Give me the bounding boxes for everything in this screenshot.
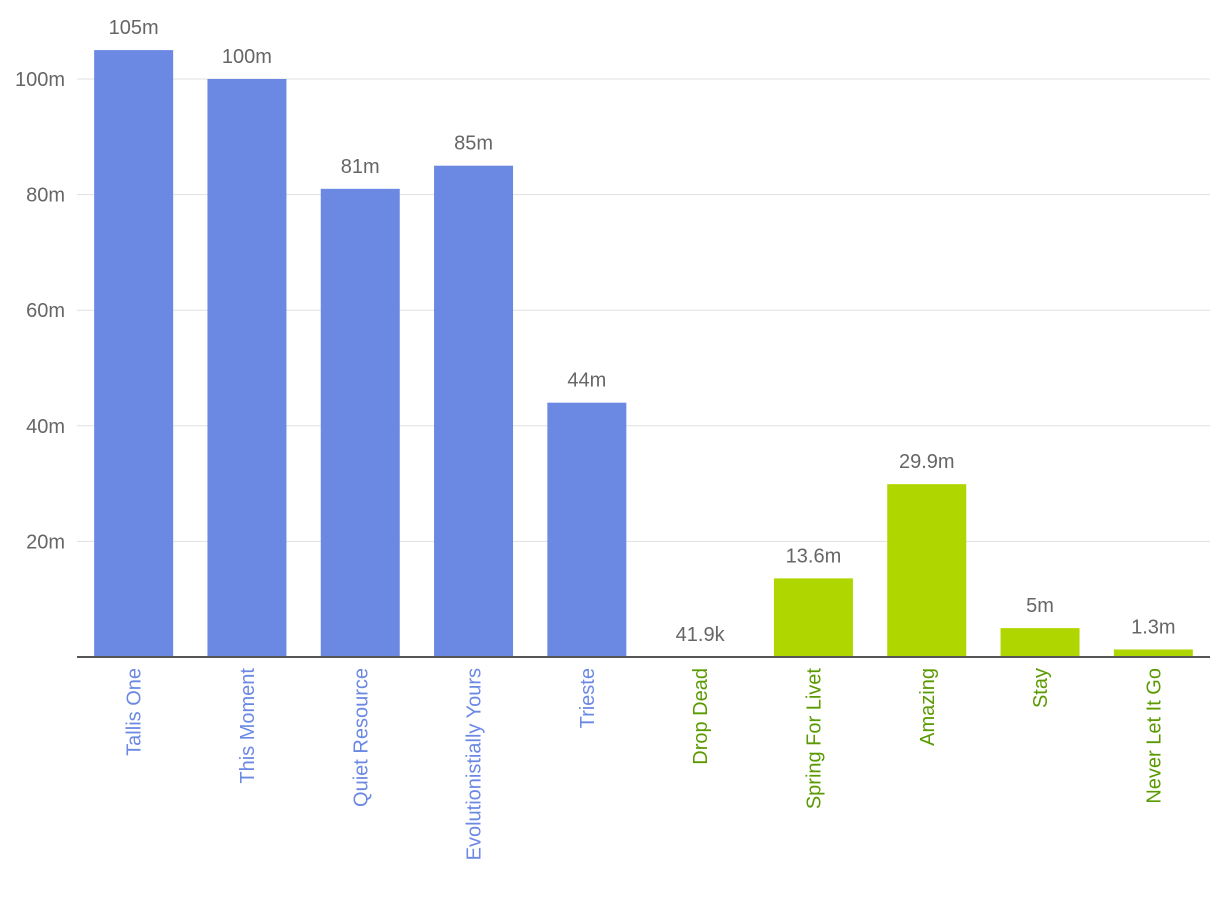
category-label: Evolutionistially Yours (464, 668, 486, 860)
data-label: 5m (1026, 595, 1054, 617)
y-tick-label: 20m (26, 531, 65, 553)
y-tick-label: 100m (15, 69, 65, 91)
category-label: Spring For Livet (803, 668, 825, 810)
category-label: Drop Dead (690, 668, 712, 765)
y-tick-label: 60m (26, 300, 65, 322)
category-labels: Tallis One This Moment Quiet Resource Evolu… (124, 668, 1166, 861)
bar (1113, 649, 1193, 657)
data-label: 44m (567, 370, 606, 392)
data-label: 85m (454, 133, 493, 155)
data-label: 13.6m (786, 545, 842, 567)
category-label: Trieste (577, 668, 599, 728)
bar (1000, 628, 1080, 657)
category-label: Tallis One (124, 668, 146, 756)
bars (94, 50, 1193, 658)
y-tick-label: 40m (26, 416, 65, 438)
category-label: Amazing (917, 668, 939, 746)
bar (547, 402, 627, 657)
category-label: Quiet Resource (350, 668, 372, 807)
data-label: 41.9k (676, 624, 726, 646)
category-label: Stay (1030, 668, 1052, 708)
y-tick-label: 80m (26, 185, 65, 207)
bar (207, 79, 287, 657)
data-label: 29.9m (899, 451, 955, 473)
bar (887, 484, 967, 657)
bar (773, 578, 853, 657)
y-axis-ticks: 20m 40m 60m 80m 100m (15, 69, 65, 553)
data-labels: 105m 100m 81m 85m 44m 41.9k 13.6m 29.9m 5m 1.3m (109, 17, 1176, 646)
bar (320, 188, 400, 657)
category-label: This Moment (237, 668, 259, 784)
data-label: 1.3m (1131, 616, 1175, 638)
data-label: 100m (222, 46, 272, 68)
bar (434, 165, 514, 657)
bar (94, 50, 174, 658)
category-label: Never Let It Go (1143, 668, 1165, 804)
data-label: 105m (109, 17, 159, 39)
data-label: 81m (341, 156, 380, 178)
